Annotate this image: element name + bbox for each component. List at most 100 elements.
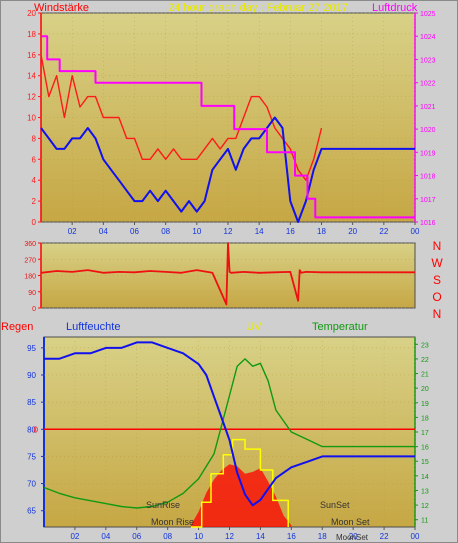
temperature-ytick-label: 23: [421, 342, 429, 349]
wind-ytick-label: 0: [32, 218, 37, 227]
pressure-ytick-label: 1016: [420, 220, 436, 227]
wind-speed-line: [40, 54, 323, 181]
climate-xtick-label: 02: [70, 532, 79, 541]
wind-xtick-label: 08: [161, 227, 170, 236]
temperature-ytick-label: 21: [421, 372, 429, 379]
pressure-ytick-label: 1024: [420, 34, 436, 41]
temperature-ytick-label: 14: [421, 474, 429, 481]
temperature-ytick-label: 16: [421, 445, 429, 452]
compass-label-n-top: N: [433, 239, 442, 253]
temperature-ytick-label: 11: [421, 518, 428, 525]
climate-xtick-label: 08: [163, 532, 172, 541]
wind-xtick-label: 20: [348, 227, 357, 236]
climate-xtick-label: 06: [132, 532, 141, 541]
pressure-ytick-label: 1017: [420, 197, 436, 204]
humidity-ytick-label: 65: [27, 507, 36, 516]
compass-label-n-bottom: N: [433, 307, 442, 321]
wind-ytick-label: 4: [32, 176, 37, 185]
wind-ytick-label: 14: [27, 72, 36, 81]
wind-ytick-label: 16: [27, 51, 36, 60]
uv-label: UV: [246, 321, 262, 333]
pressure-ytick-label: 1025: [420, 11, 436, 18]
humidity-line: [44, 341, 415, 507]
climate-xtick-label: 04: [101, 532, 110, 541]
climate-xtick-label: 20: [349, 532, 358, 541]
temperature-ytick-label: 17: [421, 430, 429, 437]
wind-ytick-label: 20: [27, 9, 36, 18]
climate-xtick-label: 10: [194, 532, 203, 541]
sunset-label: SunSet: [320, 500, 350, 510]
sunrise-label: SunRise: [146, 500, 180, 510]
wind-direction-line: [40, 242, 415, 306]
climate-xtick-label: 22: [380, 532, 389, 541]
pressure-ytick-label: 1019: [420, 150, 436, 157]
climate-xtick-label: 12: [225, 532, 234, 541]
moonset-label: Moon Set: [331, 517, 370, 527]
humidity-ytick-label: 90: [27, 371, 36, 380]
humidity-ytick-label: 75: [27, 452, 36, 461]
pressure-axis-title: Luftdruck: [372, 2, 418, 14]
wind-xtick-label: 22: [379, 227, 388, 236]
wind-ytick-label: 18: [27, 30, 36, 39]
temperature-ytick-label: 18: [421, 415, 429, 422]
temperature-ytick-label: 22: [421, 357, 429, 364]
wind-xtick-label: 18: [317, 227, 326, 236]
compass-label-o: O: [432, 290, 441, 304]
direction-ytick-label: 0: [32, 306, 36, 313]
temperature-ytick-label: 15: [421, 459, 429, 466]
pressure-ytick-label: 1020: [420, 127, 436, 134]
wind-xtick-label: 02: [68, 227, 77, 236]
wind-average-line: [40, 116, 415, 223]
humidity-temperature-panel: 65 70 75 80 85 90 95 0 11 12 13 14 15 16 17 18 19 20 21 22…: [27, 336, 429, 542]
moonset-corner-label: MoonSet: [336, 533, 369, 542]
humidity-ytick-label: 95: [27, 344, 36, 353]
pressure-ytick-label: 1018: [420, 174, 436, 181]
humidity-ytick-label: 85: [27, 398, 36, 407]
pressure-ytick-label: 1021: [420, 104, 436, 111]
wind-xtick-label: 06: [130, 227, 139, 236]
climate-xtick-label: 18: [318, 532, 327, 541]
wind-xtick-label: 10: [192, 227, 201, 236]
temperature-ytick-label: 13: [421, 488, 429, 495]
wind-xtick-label: 04: [99, 227, 108, 236]
temperature-line: [43, 358, 415, 509]
climate-xtick-label: 16: [287, 532, 296, 541]
wind-direction-panel: 0 90 180 270 360 N W S O N: [24, 239, 443, 321]
wind-xtick-label: 12: [224, 227, 233, 236]
compass-label-w: W: [431, 256, 443, 270]
temperature-ytick-label: 19: [421, 401, 429, 408]
direction-ytick-label: 270: [24, 257, 36, 264]
temperature-label: Temperatur: [312, 321, 368, 333]
pressure-ytick-label: 1023: [420, 57, 436, 64]
wind-ytick-label: 12: [27, 93, 36, 102]
climate-xtick-label: 00: [411, 532, 420, 541]
humidity-ytick-label: 80: [27, 425, 36, 434]
temperature-ytick-label: 20: [421, 386, 429, 393]
wind-xtick-label: 16: [286, 227, 295, 236]
humidity-label: Luftfeuchte: [66, 321, 120, 333]
humidity-ytick-label: 70: [27, 480, 36, 489]
moonrise-label: Moon Rise: [151, 517, 194, 527]
direction-ytick-label: 180: [24, 274, 36, 281]
wind-ytick-label: 6: [32, 155, 37, 164]
rain-axis-label: 0: [34, 425, 39, 434]
pressure-ytick-label: 1022: [420, 81, 436, 88]
wind-ytick-label: 10: [27, 114, 36, 123]
chart-title: 24 hour graph day : Februar 27 2017: [168, 2, 348, 14]
wind-axis-title: Windstärke: [34, 2, 89, 14]
solar-radiation-line: [190, 438, 289, 528]
compass-label-s: S: [433, 273, 441, 287]
temperature-ytick-label: 12: [421, 503, 429, 510]
climate-xtick-label: 14: [256, 532, 265, 541]
wind-ytick-label: 2: [32, 197, 37, 206]
wind-ytick-label: 8: [32, 134, 37, 143]
wind-xtick-label: 00: [411, 227, 420, 236]
pressure-line: [41, 35, 415, 219]
rain-label: Regen: [1, 321, 33, 333]
direction-ytick-label: 360: [24, 241, 36, 248]
uv-area: [190, 464, 292, 527]
direction-ytick-label: 90: [28, 290, 36, 297]
wind-xtick-label: 14: [255, 227, 264, 236]
